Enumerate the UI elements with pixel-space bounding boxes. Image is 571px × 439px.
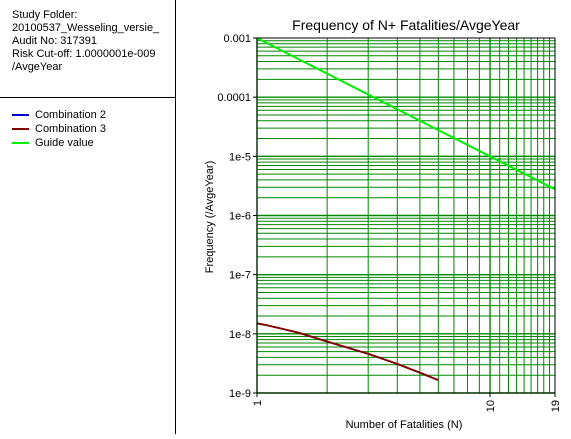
audit-number: Audit No: 317391 bbox=[12, 35, 98, 47]
risk-cutoff: Risk Cut-off: 1.0000001e-009 bbox=[12, 48, 156, 60]
legend-item-combination-2: Combination 2 bbox=[12, 108, 106, 122]
y-tick-label: 1e-7 bbox=[229, 270, 251, 282]
legend-item-guide-value: Guide value bbox=[12, 136, 106, 150]
legend-swatch-guide-value bbox=[12, 142, 29, 144]
y-tick-label: 1e-9 bbox=[229, 388, 251, 400]
legend-swatch-combination-2 bbox=[12, 114, 29, 116]
x-axis-label: Number of Fatalities (N) bbox=[346, 419, 463, 431]
axis-ticks: 0.001 0.0001 1e-5 1e-6 1e-7 1e-8 1e-91 10 19 bbox=[217, 33, 562, 412]
chart-area: Frequency of N+ Fatalities/AvgeYear Numb… bbox=[177, 0, 571, 434]
study-folder-label: Study Folder: bbox=[12, 9, 78, 21]
x-tick-label: 10 bbox=[485, 400, 497, 412]
y-tick-label: 1e-6 bbox=[229, 211, 251, 223]
study-info-box: Study Folder: 20100537_Wesseling_versie_… bbox=[0, 0, 175, 98]
series-layer bbox=[256, 37, 556, 382]
legend-label-guide-value: Guide value bbox=[35, 137, 94, 149]
x-tick-label: 1 bbox=[252, 400, 264, 406]
y-tick-label: 0.001 bbox=[223, 33, 251, 45]
y-tick-label: 1e-5 bbox=[229, 151, 251, 163]
fn-curve-chart: Frequency of N+ Fatalities/AvgeYear Numb… bbox=[204, 17, 562, 431]
chart-title: Frequency of N+ Fatalities/AvgeYear bbox=[292, 17, 520, 33]
legend-item-combination-3: Combination 3 bbox=[12, 122, 106, 136]
study-folder-value: 20100537_Wesseling_versie_ bbox=[12, 22, 160, 34]
x-tick-label: 19 bbox=[550, 400, 562, 412]
risk-cutoff-unit: /AvgeYear bbox=[12, 61, 63, 73]
y-tick-label: 1e-8 bbox=[229, 329, 251, 341]
legend-label-combination-3: Combination 3 bbox=[35, 123, 106, 135]
series-line-combination-3 bbox=[256, 322, 439, 382]
grid bbox=[256, 38, 556, 394]
legend-label-combination-2: Combination 2 bbox=[35, 109, 106, 121]
y-tick-label: 0.0001 bbox=[217, 92, 251, 104]
series-line-guide-value bbox=[256, 37, 556, 191]
left-panel: Study Folder: 20100537_Wesseling_versie_… bbox=[0, 0, 176, 434]
legend-swatch-combination-3 bbox=[12, 128, 29, 130]
legend: Combination 2 Combination 3 Guide value bbox=[12, 108, 106, 150]
y-axis-label: Frequency (/AvgeYear) bbox=[204, 161, 216, 274]
